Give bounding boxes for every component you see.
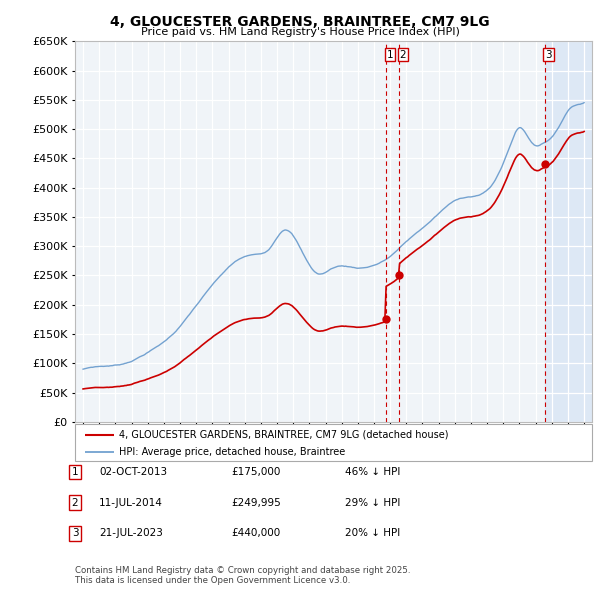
Text: 1: 1 [387,50,394,60]
Text: 2: 2 [71,498,79,507]
Text: 3: 3 [545,50,552,60]
Text: 29% ↓ HPI: 29% ↓ HPI [345,498,400,507]
FancyBboxPatch shape [75,424,592,461]
Text: 02-OCT-2013: 02-OCT-2013 [99,467,167,477]
Text: 3: 3 [71,529,79,538]
Text: 21-JUL-2023: 21-JUL-2023 [99,529,163,538]
Text: £440,000: £440,000 [231,529,280,538]
Text: 4, GLOUCESTER GARDENS, BRAINTREE, CM7 9LG: 4, GLOUCESTER GARDENS, BRAINTREE, CM7 9L… [110,15,490,29]
Text: £175,000: £175,000 [231,467,280,477]
Text: 20% ↓ HPI: 20% ↓ HPI [345,529,400,538]
Text: Contains HM Land Registry data © Crown copyright and database right 2025.
This d: Contains HM Land Registry data © Crown c… [75,566,410,585]
Text: HPI: Average price, detached house, Braintree: HPI: Average price, detached house, Brai… [119,447,345,457]
Text: 46% ↓ HPI: 46% ↓ HPI [345,467,400,477]
Text: 2: 2 [400,50,406,60]
Text: £249,995: £249,995 [231,498,281,507]
Bar [545,41,592,422]
Text: 11-JUL-2014: 11-JUL-2014 [99,498,163,507]
Text: 1: 1 [71,467,79,477]
Text: 4, GLOUCESTER GARDENS, BRAINTREE, CM7 9LG (detached house): 4, GLOUCESTER GARDENS, BRAINTREE, CM7 9L… [119,430,448,440]
Text: Price paid vs. HM Land Registry's House Price Index (HPI): Price paid vs. HM Land Registry's House … [140,27,460,37]
